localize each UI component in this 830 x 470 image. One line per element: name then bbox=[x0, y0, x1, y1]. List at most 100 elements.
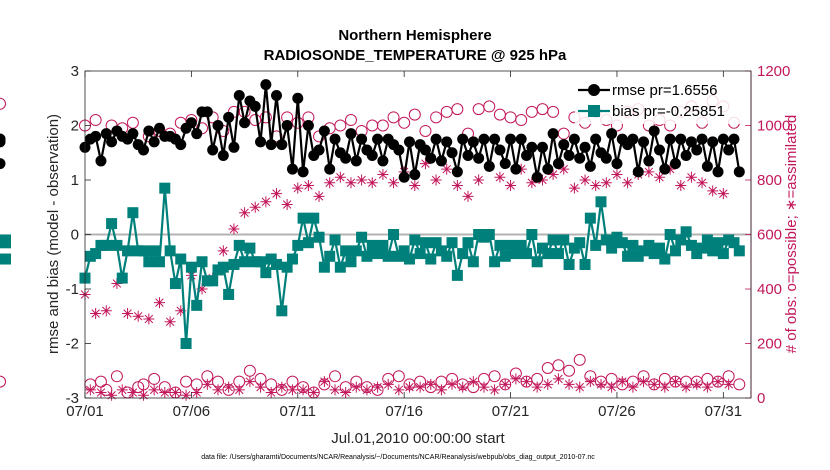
obs-assimilated-point bbox=[223, 381, 235, 393]
rmse-point bbox=[584, 160, 596, 172]
y-right-tick-label: 400 bbox=[757, 281, 782, 298]
rmse-point bbox=[451, 166, 463, 178]
obs-assimilated-point bbox=[446, 378, 458, 390]
bias-point bbox=[505, 239, 517, 251]
y-right-tick-label: 800 bbox=[757, 172, 782, 189]
obs-assimilated-point bbox=[409, 179, 421, 191]
bias-point bbox=[122, 245, 134, 257]
bias-point bbox=[403, 253, 415, 265]
rmse-point bbox=[568, 133, 580, 145]
bias-point bbox=[489, 256, 501, 268]
rmse-point bbox=[675, 133, 687, 145]
legend-bias-label: bias pr=-0.25851 bbox=[612, 103, 725, 120]
bias-point bbox=[542, 248, 554, 260]
y-axis-label-left: rmse and bias (model - observation) bbox=[45, 114, 62, 354]
rmse-point bbox=[669, 158, 681, 170]
obs-assimilated-point bbox=[180, 389, 192, 401]
bias-point bbox=[627, 239, 639, 251]
bias-point bbox=[191, 299, 203, 311]
obs-assimilated-point bbox=[393, 384, 405, 396]
rmse-point bbox=[701, 160, 713, 172]
bias-point bbox=[483, 229, 495, 240]
rmse-point bbox=[654, 144, 666, 156]
obs-possible-point bbox=[0, 375, 6, 388]
obs-possible-point bbox=[344, 114, 357, 127]
rmse-point bbox=[233, 90, 245, 102]
bias-point bbox=[318, 261, 330, 273]
obs-possible-point bbox=[387, 111, 400, 124]
rmse-point bbox=[377, 155, 389, 167]
rmse-point bbox=[286, 163, 298, 175]
obs-assimilated-point bbox=[350, 381, 362, 393]
bias-point bbox=[127, 207, 139, 219]
rmse-point bbox=[403, 136, 415, 148]
x-axis-label: Jul.01,2010 00:00:00 start bbox=[331, 430, 505, 447]
bias-point bbox=[185, 261, 197, 273]
bias-point bbox=[510, 248, 522, 260]
obs-possible-point bbox=[334, 119, 347, 132]
obs-assimilated-point bbox=[95, 387, 107, 399]
bias-point bbox=[271, 258, 283, 270]
y-right-tick-label: 0 bbox=[757, 390, 765, 407]
obs-assimilated-point bbox=[191, 387, 203, 399]
bias-point bbox=[622, 250, 634, 262]
bias-point bbox=[419, 237, 431, 249]
obs-assimilated-point bbox=[90, 308, 102, 320]
bias-point bbox=[345, 256, 357, 268]
obs-possible-point bbox=[259, 111, 272, 124]
bias-point bbox=[664, 229, 676, 240]
bias-point bbox=[0, 253, 11, 265]
rmse-point bbox=[302, 120, 314, 131]
obs-assimilated-point bbox=[616, 376, 628, 388]
rmse-point bbox=[590, 133, 602, 145]
rmse-point bbox=[100, 128, 112, 140]
rmse-point bbox=[425, 152, 437, 164]
bias-point bbox=[531, 256, 543, 268]
rmse-point bbox=[265, 139, 277, 151]
bias-point bbox=[717, 248, 729, 260]
obs-assimilated-point bbox=[691, 378, 703, 390]
obs-assimilated-point bbox=[212, 384, 224, 396]
obs-assimilated-point bbox=[473, 174, 485, 186]
bias-point bbox=[159, 182, 171, 194]
obs-assimilated-point bbox=[563, 378, 575, 390]
bias-point bbox=[233, 239, 245, 251]
rmse-point bbox=[0, 133, 6, 145]
bias-point bbox=[138, 245, 150, 257]
obs-assimilated-point bbox=[648, 378, 660, 390]
bias-point bbox=[244, 242, 256, 254]
rmse-point bbox=[494, 144, 506, 156]
obs-assimilated-point bbox=[590, 179, 602, 191]
obs-assimilated-point bbox=[228, 223, 240, 235]
rmse-point bbox=[510, 163, 522, 175]
legend-rmse-marker bbox=[588, 84, 600, 96]
obs-assimilated-point bbox=[558, 163, 570, 175]
rmse-point bbox=[318, 125, 330, 137]
bias-point bbox=[451, 269, 463, 281]
bias-point bbox=[372, 248, 384, 260]
obs-possible-point bbox=[329, 370, 342, 383]
bias-point bbox=[707, 245, 719, 257]
bias-point bbox=[217, 261, 229, 273]
rmse-point bbox=[574, 152, 586, 164]
obs-assimilated-point bbox=[680, 381, 692, 393]
obs-possible-point bbox=[515, 114, 528, 127]
rmse-point bbox=[260, 79, 272, 91]
obs-assimilated-point bbox=[547, 169, 559, 181]
rmse-point bbox=[563, 149, 575, 161]
obs-assimilated-point bbox=[521, 376, 533, 388]
bias-point bbox=[462, 237, 474, 249]
obs-assimilated-point bbox=[169, 387, 181, 399]
rmse-point bbox=[255, 136, 267, 148]
bias-point bbox=[308, 212, 320, 224]
obs-assimilated-point bbox=[425, 378, 437, 390]
rmse-point bbox=[276, 139, 288, 151]
axis-ticks: 07/01 07/06 07/11 07/16 07/21 07/26 07/31 -3 -2 -… bbox=[66, 63, 791, 420]
bias-point bbox=[494, 239, 506, 251]
obs-assimilated-point bbox=[419, 158, 431, 170]
rmse-point bbox=[547, 128, 559, 140]
rmse-point bbox=[632, 166, 644, 178]
bias-point bbox=[0, 237, 11, 249]
bias-point bbox=[361, 250, 373, 262]
